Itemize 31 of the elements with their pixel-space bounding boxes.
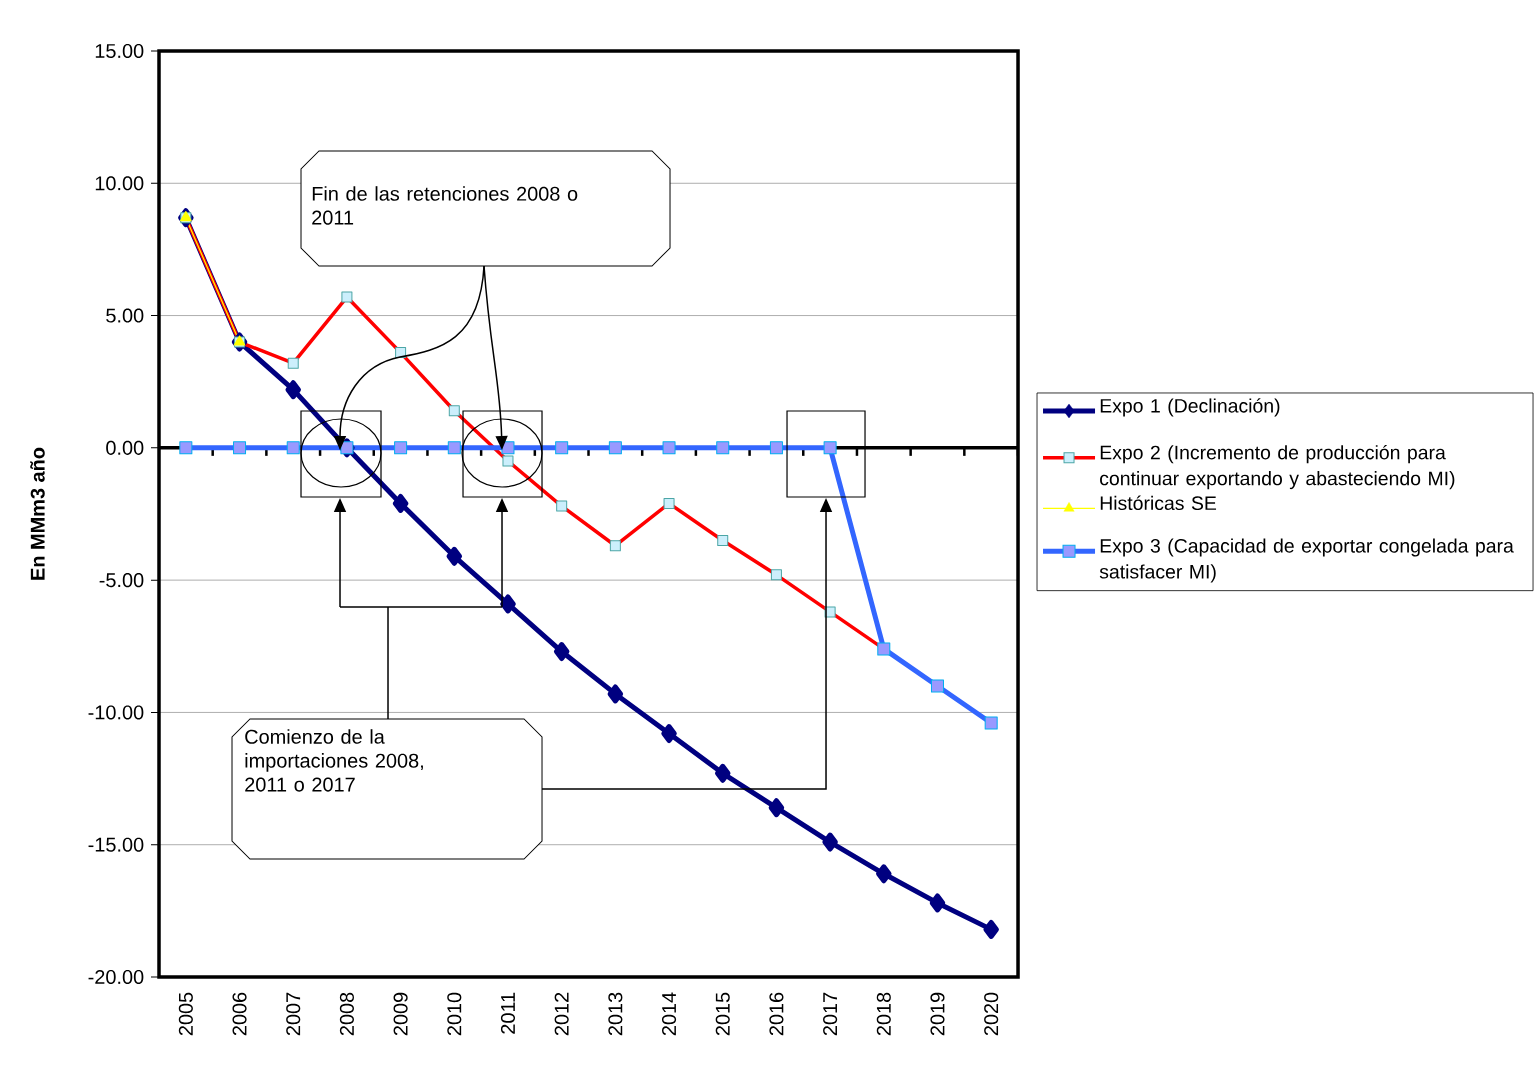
y-tick-label: 10.00 xyxy=(95,176,144,191)
legend-label: Expo 3 (Capacidad de exportar congelada para satisfacer MI) xyxy=(1099,538,1514,583)
x-tick-label: 2005 xyxy=(178,992,193,1036)
legend-label: Expo 2 (Incremento de producción para continuar exportando y abasteciendo MI) xyxy=(1100,444,1455,490)
y-tick-label: -10.00 xyxy=(88,705,144,720)
y-tick-label: 0.00 xyxy=(106,440,144,455)
x-tick-label: 2020 xyxy=(984,992,999,1036)
x-tick-label: 2008 xyxy=(339,992,354,1036)
x-tick-label: 2012 xyxy=(554,992,569,1036)
x-tick-label: 2009 xyxy=(393,992,408,1036)
x-tick-label: 2016 xyxy=(769,992,784,1036)
x-tick-label: 2007 xyxy=(286,992,301,1036)
x-tick-label: 2019 xyxy=(930,992,945,1036)
y-tick-label: 15.00 xyxy=(95,43,144,59)
x-tick-label: 2015 xyxy=(715,992,730,1036)
y-tick-label: -15.00 xyxy=(88,837,144,852)
x-tick-label: 2018 xyxy=(876,992,891,1036)
legend-label: Expo 1 (Declinación) xyxy=(1100,398,1280,417)
legend-label: Históricas SE xyxy=(1100,495,1217,511)
x-tick-label: 2014 xyxy=(662,992,677,1036)
y-tick-label: -5.00 xyxy=(99,573,144,588)
x-tick-label: 2010 xyxy=(447,992,462,1036)
x-tick-label: 2013 xyxy=(608,992,623,1036)
x-tick-label: 2011 xyxy=(500,992,516,1034)
x-tick-label: 2006 xyxy=(232,992,247,1036)
x-tick-label: 2017 xyxy=(823,992,838,1036)
y-tick-label: -20.00 xyxy=(88,969,144,985)
annotation: Fin de las retenciones 2008 o 2011 xyxy=(312,186,578,225)
annotation: Comienzo de la importaciones 2008, 2011 o 2017 xyxy=(245,729,423,792)
y-axis-title: En MMm3 año xyxy=(30,447,45,580)
y-tick-label: 5.00 xyxy=(106,308,144,323)
